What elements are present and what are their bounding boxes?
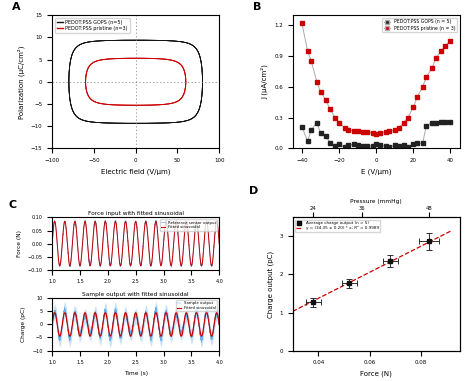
Fitted sinusoidal [213, 311, 219, 316]
Legend: Reference sensor output, Fitted sinusoidal: Reference sensor output, Fitted sinusoid… [160, 219, 217, 231]
Legend: Sample output, Fitted sinusoidal: Sample output, Fitted sinusoidal [176, 300, 217, 311]
Fitted sinusoidal [121, 234, 127, 239]
Sample output [213, 315, 219, 319]
Sample output [68, 329, 74, 334]
Polygon shape [154, 40, 201, 61]
Fitted sinusoidal [216, 241, 222, 246]
Sample output [49, 320, 55, 325]
X-axis label: E (V/μm): E (V/μm) [361, 168, 392, 175]
Y-axis label: Charge output (pC): Charge output (pC) [267, 250, 274, 317]
Y-axis label: J (μA/cm²): J (μA/cm²) [261, 64, 269, 99]
Fitted sinusoidal [68, 256, 74, 260]
Legend: Average charge output (n = 5), y = (34.35 ± 0.20) * x; R² = 0.9989: Average charge output (n = 5), y = (34.3… [295, 219, 381, 232]
Polygon shape [76, 115, 135, 123]
Y-axis label: Charge (pC): Charge (pC) [21, 307, 27, 342]
Fitted sinusoidal [49, 322, 55, 327]
Title: Sample output with fitted sinusoidal: Sample output with fitted sinusoidal [82, 292, 189, 297]
Line: Sample output: Sample output [52, 306, 219, 341]
Text: C: C [9, 200, 17, 210]
Fitted sinusoidal [195, 229, 201, 234]
Y-axis label: Polarization (μC/cm²): Polarization (μC/cm²) [18, 45, 25, 118]
Sample output [195, 315, 201, 319]
Legend: PEDOT:PSS GOPS (n=5), PEDOT:PSS pristine (n=3): PEDOT:PSS GOPS (n=5), PEDOT:PSS pristine… [55, 18, 130, 33]
Reference sensor output [68, 256, 74, 261]
X-axis label: Force (N): Force (N) [360, 371, 392, 377]
Reference sensor output [216, 241, 222, 245]
Reference sensor output [214, 218, 219, 223]
Line: Reference sensor output: Reference sensor output [52, 220, 219, 267]
Text: B: B [253, 2, 261, 12]
Sample output [153, 303, 159, 308]
Fitted sinusoidal [113, 311, 118, 315]
Y-axis label: Force (N): Force (N) [17, 230, 22, 257]
Legend: PEDOT:PSS GOPS (n = 5), PEDOT:PSS pristine (n = 3): PEDOT:PSS GOPS (n = 5), PEDOT:PSS pristi… [382, 18, 457, 32]
Fitted sinusoidal [49, 241, 55, 246]
Sample output [198, 339, 204, 344]
Fitted sinusoidal [67, 334, 73, 338]
Fitted sinusoidal [67, 263, 73, 268]
Fitted sinusoidal [113, 312, 119, 317]
Fitted sinusoidal [121, 318, 127, 323]
Text: D: D [249, 186, 258, 195]
Line: Fitted sinusoidal: Fitted sinusoidal [52, 221, 219, 266]
Sample output [120, 321, 126, 326]
Reference sensor output [213, 220, 219, 225]
Text: A: A [12, 2, 21, 12]
Fitted sinusoidal [68, 330, 74, 335]
Sample output [78, 328, 84, 333]
Fitted sinusoidal [78, 258, 84, 263]
Fitted sinusoidal [113, 219, 118, 224]
Reference sensor output [113, 223, 119, 227]
Fitted sinusoidal [113, 223, 119, 227]
Reference sensor output [121, 235, 127, 239]
X-axis label: Electric field (V/μm): Electric field (V/μm) [101, 168, 171, 175]
Fitted sinusoidal [195, 316, 201, 320]
X-axis label: Pressure (mmHg): Pressure (mmHg) [350, 199, 402, 205]
Sample output [216, 322, 222, 327]
Reference sensor output [195, 229, 201, 233]
Title: Force input with fitted sinusoidal: Force input with fitted sinusoidal [88, 211, 183, 216]
Fitted sinusoidal [216, 322, 222, 327]
Fitted sinusoidal [213, 221, 219, 226]
Polygon shape [167, 72, 202, 123]
Line: Fitted sinusoidal: Fitted sinusoidal [52, 313, 219, 336]
Reference sensor output [78, 258, 84, 263]
Reference sensor output [77, 265, 83, 269]
Fitted sinusoidal [78, 331, 84, 335]
Reference sensor output [49, 241, 55, 245]
X-axis label: Time (s): Time (s) [124, 371, 148, 376]
Sample output [113, 309, 119, 314]
Polygon shape [71, 40, 120, 58]
